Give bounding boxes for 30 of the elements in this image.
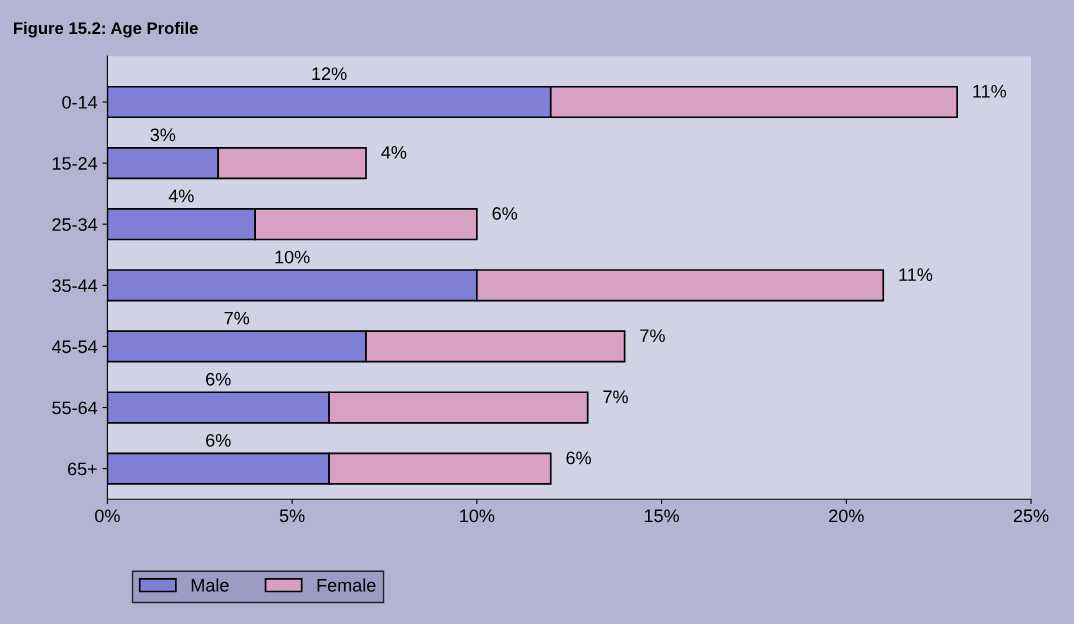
data-label: 3%	[150, 128, 176, 142]
data-label: 4%	[168, 189, 194, 203]
data-label: 7%	[224, 311, 250, 325]
y-tick-label: 25-34	[52, 218, 98, 231]
y-tick-label: 35-44	[52, 279, 98, 293]
data-label: 12%	[312, 67, 347, 81]
data-label: 10%	[275, 250, 310, 264]
x-tick-label: 5%	[279, 509, 305, 523]
x-tick-label: 20%	[829, 509, 864, 523]
y-tick-label: 0-14	[62, 95, 98, 109]
y-tick-label: 65+	[67, 462, 97, 476]
data-label: 6%	[206, 433, 231, 447]
data-label: 4%	[381, 146, 407, 159]
data-label: 7%	[640, 329, 665, 343]
x-tick-label: 10%	[460, 509, 495, 523]
y-tick-label: 55-64	[52, 401, 98, 415]
data-label: 6%	[206, 372, 231, 386]
data-label: 6%	[492, 207, 518, 220]
data-label: 6%	[566, 451, 591, 465]
x-tick-label: 15%	[644, 509, 680, 523]
legend-label: Female	[317, 578, 376, 592]
x-tick-label: 0%	[95, 509, 120, 523]
data-label: 11%	[899, 268, 933, 281]
data-label: 7%	[603, 390, 628, 404]
y-tick-label: 15-24	[52, 157, 98, 170]
data-label: 11%	[973, 84, 1007, 98]
chart-title: Figure 15.2: Age Profile	[14, 21, 198, 38]
legend-label: Male	[191, 578, 229, 592]
y-tick-label: 45-54	[51, 340, 98, 354]
x-tick-label: 25%	[1013, 509, 1049, 523]
